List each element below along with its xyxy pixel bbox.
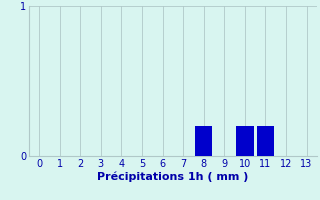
Bar <box>195 126 212 156</box>
X-axis label: Précipitations 1h ( mm ): Précipitations 1h ( mm ) <box>97 172 249 182</box>
Bar <box>236 126 253 156</box>
Bar <box>257 126 274 156</box>
